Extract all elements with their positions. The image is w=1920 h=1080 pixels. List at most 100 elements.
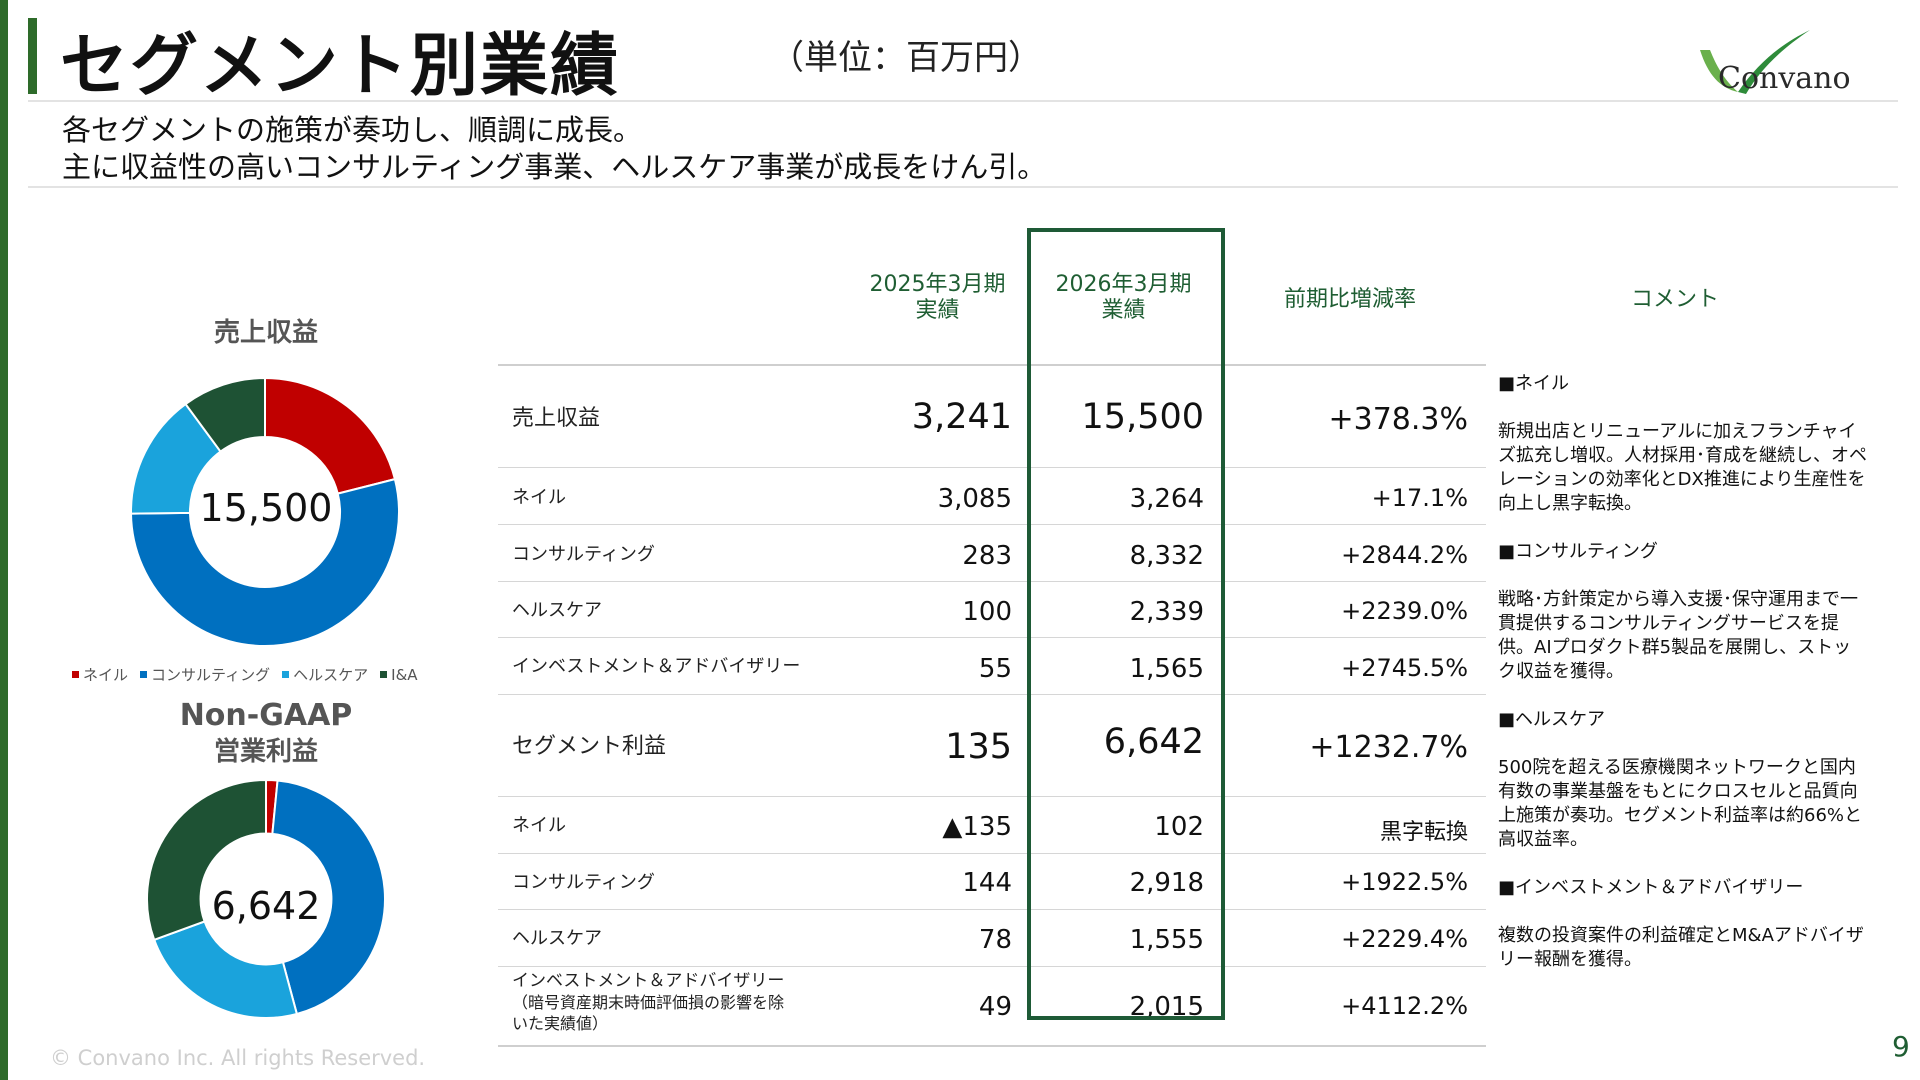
profit-total: 6,642 — [211, 884, 321, 928]
legend-swatch-healthcare — [282, 671, 290, 678]
left-accent-bar — [0, 0, 8, 1080]
consulting-revenue-prev: 283 — [962, 541, 1012, 571]
ia-revenue-change: +2745.5% — [1341, 654, 1468, 682]
nail-revenue-prev: 3,085 — [937, 484, 1012, 514]
consulting-profit-change: +1922.5% — [1341, 868, 1468, 896]
row-label-consulting: コンサルティング — [512, 544, 655, 565]
comment-head-healthcare: ■ヘルスケア — [1498, 709, 1606, 730]
svg-text:Convano: Convano — [1718, 61, 1851, 96]
healthcare-profit-curr: 1,555 — [1129, 925, 1204, 955]
donut-slice-consulting — [129, 477, 400, 647]
page-number: 9 — [1892, 1030, 1910, 1063]
row-divider — [498, 524, 1486, 525]
consulting-revenue-change: +2844.2% — [1341, 541, 1468, 569]
nail-revenue-change: +17.1% — [1371, 484, 1468, 512]
row-label-nail-profit: ネイル — [512, 815, 566, 836]
revenue-prev: 3,241 — [911, 397, 1012, 437]
healthcare-revenue-prev: 100 — [962, 597, 1012, 627]
revenue-donut-chart — [129, 376, 400, 647]
chart-legend: ネイル コンサルティング ヘルスケア I&A — [72, 664, 418, 685]
donut-slice-consulting — [271, 779, 386, 1016]
row-divider — [498, 637, 1486, 638]
comment-body-consulting: 戦略･方針策定から導入支援･保守運用まで一貫提供するコンサルティングサービスを提… — [1498, 589, 1858, 682]
ia-profit-prev: 49 — [978, 992, 1012, 1022]
profit-donut-chart — [146, 778, 386, 1019]
row-label-nail: ネイル — [512, 487, 566, 508]
donut-slice-ia — [184, 376, 266, 453]
revenue-curr: 15,500 — [1081, 397, 1204, 437]
title-accent-bar — [28, 18, 37, 94]
current-year-highlight-box — [1027, 228, 1225, 1020]
copyright: © Convano Inc. All rights Reserved. — [50, 1046, 426, 1070]
column-header-prev-year-line-1: 2025年3月期 — [869, 272, 1006, 297]
legend-swatch-consulting — [140, 671, 148, 678]
row-divider — [498, 909, 1486, 910]
column-header-current-year-line-2: 業績 — [1101, 298, 1146, 323]
nail-profit-curr: 102 — [1154, 812, 1204, 842]
legend-item-ia: I&A — [380, 664, 418, 685]
segment-profit-prev: 135 — [945, 727, 1012, 767]
ia-profit-change: +4112.2% — [1341, 992, 1468, 1020]
segment-profit-change: +1232.7% — [1309, 730, 1468, 765]
nail-profit-change: 黒字転換 — [1379, 820, 1468, 845]
revenue-total: 15,500 — [199, 486, 333, 530]
row-divider — [498, 966, 1486, 967]
column-header-current-year-line-1: 2026年3月期 — [1055, 272, 1192, 297]
donut-slice-ia — [146, 778, 267, 942]
column-header-change: 前期比増減率 — [1283, 287, 1416, 312]
segment-profit-curr: 6,642 — [1103, 722, 1204, 762]
row-divider — [498, 581, 1486, 582]
column-header-prev-year-line-2: 実績 — [915, 298, 960, 323]
legend-label-healthcare: ヘルスケア — [293, 666, 369, 684]
row-divider — [498, 467, 1486, 468]
healthcare-profit-prev: 78 — [978, 925, 1012, 955]
row-divider — [498, 853, 1486, 854]
legend-swatch-ia — [380, 671, 388, 678]
row-label-healthcare-profit: ヘルスケア — [512, 928, 602, 949]
row-label-revenue: 売上収益 — [512, 406, 601, 431]
profit-chart-title-line-2: 営業利益 — [213, 737, 318, 767]
ia-revenue-curr: 1,565 — [1129, 654, 1204, 684]
row-label-ia-profit: インベストメント＆アドバイザリー （暗号資産期末時価評価損の影響を除 いた実績値… — [512, 971, 784, 1034]
consulting-revenue-curr: 8,332 — [1129, 541, 1204, 571]
row-label-healthcare: ヘルスケア — [512, 600, 602, 621]
consulting-profit-curr: 2,918 — [1129, 868, 1204, 898]
row-divider — [498, 796, 1486, 797]
column-header-prev-year: 2025年3月期 実績 — [860, 272, 1015, 324]
comment-head-ia: ■インベストメント＆アドバイザリー — [1498, 877, 1804, 898]
healthcare-profit-change: +2229.4% — [1341, 925, 1468, 953]
row-label-ia-profit-line-2: （暗号資産期末時価評価損の影響を除 — [512, 993, 785, 1012]
comment-body-healthcare: 500院を超える医療機関ネットワークと国内有数の事業基盤をもとにクロスセルと品質… — [1498, 757, 1863, 850]
revenue-change: +378.3% — [1328, 402, 1468, 437]
subtitle-line-1: 各セグメントの施策が奏功し、順調に成長。 — [62, 113, 643, 147]
subtitle-divider — [28, 186, 1898, 188]
row-label-ia-profit-line-1: インベストメント＆アドバイザリー — [512, 971, 785, 991]
page-title: セグメント別業績 — [60, 27, 621, 106]
subtitle: 各セグメントの施策が奏功し、順調に成長。 主に収益性の高いコンサルティング事業、… — [62, 112, 1046, 186]
comment-head-consulting: ■コンサルティング — [1498, 541, 1658, 562]
donut-slice-healthcare — [152, 920, 299, 1019]
row-label-ia: インベストメント＆アドバイザリー — [512, 656, 801, 677]
healthcare-revenue-curr: 2,339 — [1129, 597, 1204, 627]
comments-panel: ■ネイル 新規出店とリニューアルに加えフランチャイズ拡充し増収。人材採用･育成を… — [1498, 372, 1868, 996]
legend-label-ia: I&A — [391, 665, 418, 684]
header-divider — [28, 100, 1898, 102]
consulting-profit-prev: 144 — [962, 868, 1012, 898]
legend-swatch-nail — [72, 671, 79, 678]
comment-body-nail: 新規出店とリニューアルに加えフランチャイズ拡充し増収。人材採用･育成を継続し、オ… — [1498, 421, 1867, 514]
profit-chart-title: Non-GAAP 営業利益 — [116, 698, 416, 770]
subtitle-line-2: 主に収益性の高いコンサルティング事業、ヘルスケア事業が成長をけん引。 — [62, 150, 1047, 184]
healthcare-revenue-change: +2239.0% — [1341, 597, 1468, 625]
legend-item-healthcare: ヘルスケア — [282, 664, 368, 685]
legend-item-consulting: コンサルティング — [140, 664, 270, 685]
column-header-current-year: 2026年3月期 業績 — [1046, 272, 1201, 324]
revenue-chart-title: 売上収益 — [213, 318, 318, 348]
profit-chart-title-line-1: Non-GAAP — [179, 698, 353, 733]
row-label-ia-profit-line-3: いた実績値） — [512, 1014, 609, 1033]
table-header-divider — [498, 364, 1486, 366]
comment-head-nail: ■ネイル — [1498, 373, 1570, 394]
row-label-consulting-profit: コンサルティング — [512, 872, 655, 893]
column-header-comment: コメント — [1630, 287, 1719, 312]
nail-revenue-curr: 3,264 — [1129, 484, 1204, 514]
ia-revenue-prev: 55 — [978, 654, 1012, 684]
